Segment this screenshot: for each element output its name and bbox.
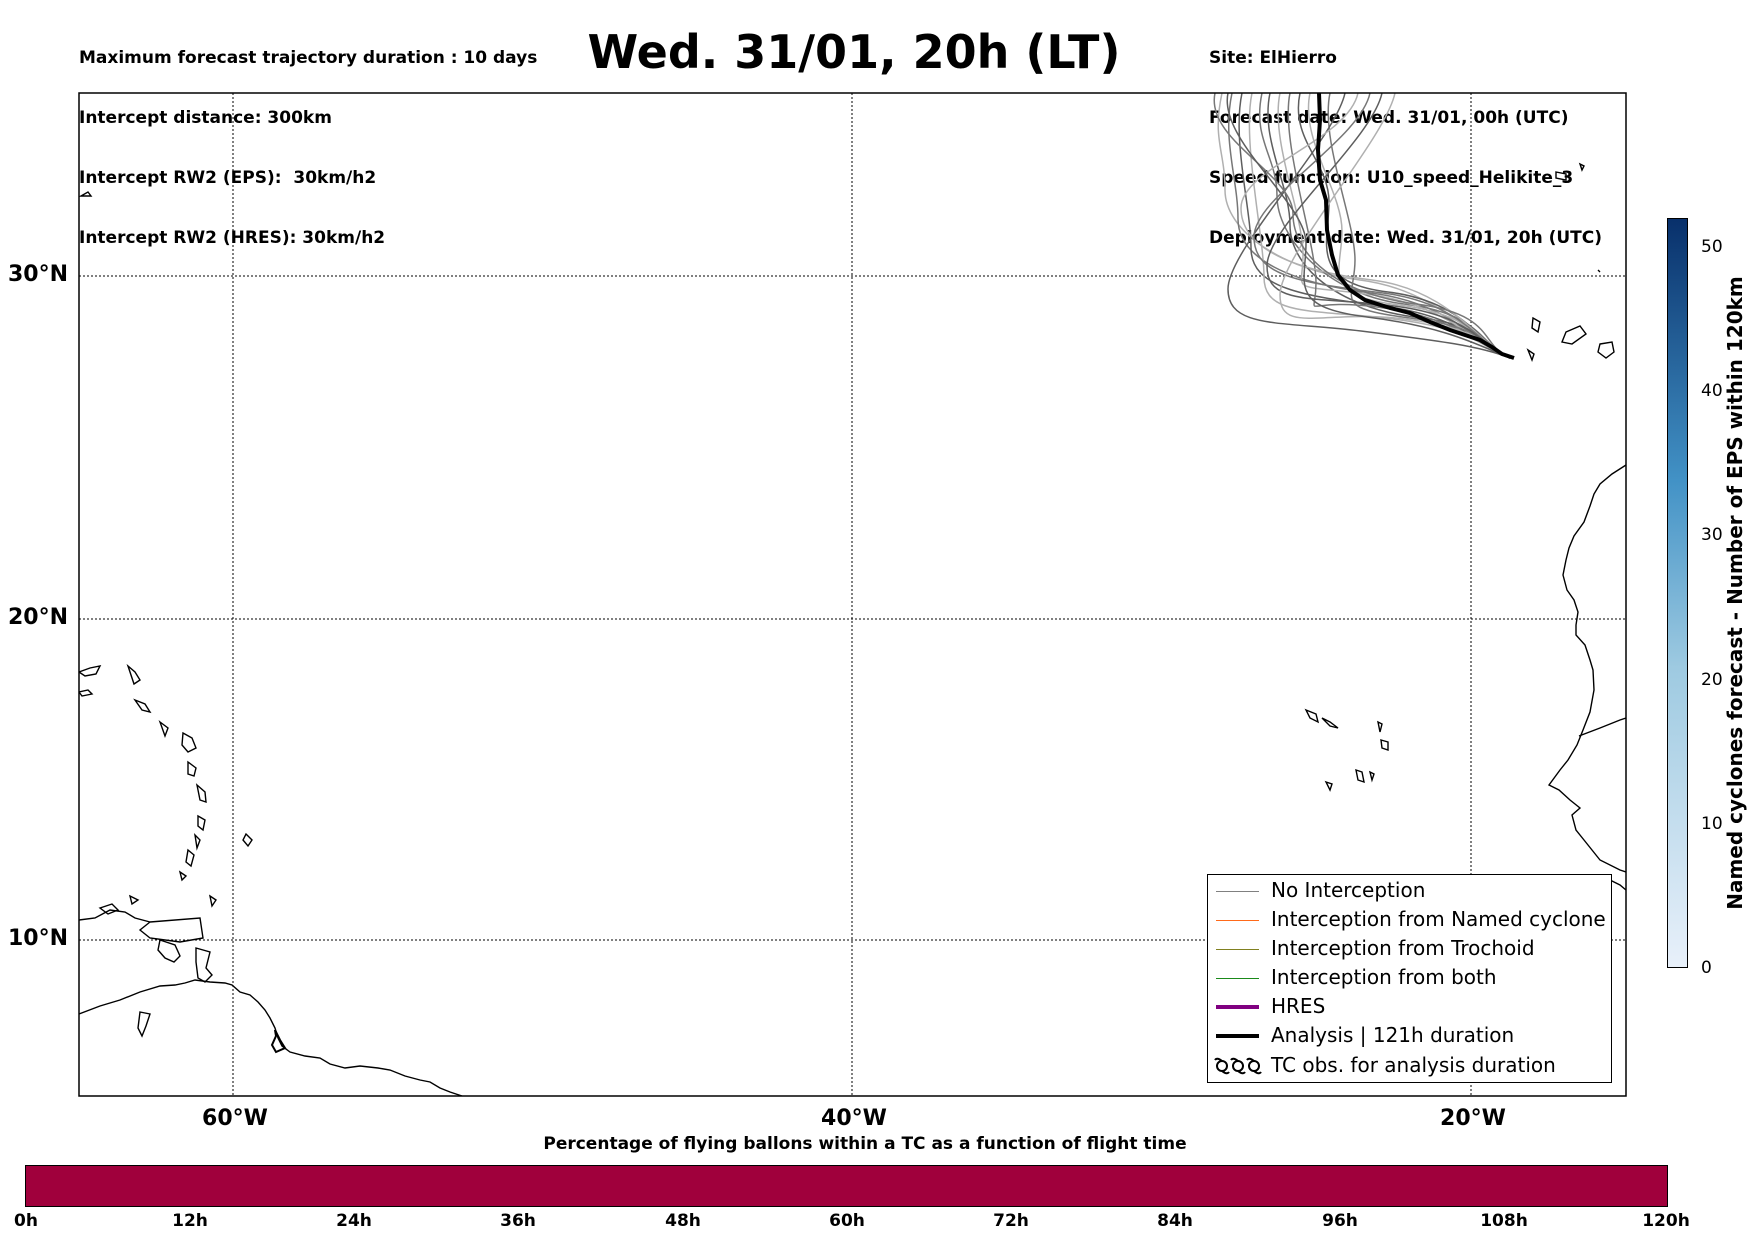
eps-trajectory-line <box>1279 93 1511 359</box>
coastlines <box>79 162 1626 1096</box>
eps-trajectory-line <box>1266 93 1511 359</box>
colorbar-title: Named cyclones forecast - Number of EPS … <box>1723 276 1747 910</box>
param-intercept-eps: Intercept RW2 (EPS): 30km/h2 <box>79 168 377 188</box>
legend-swatch-named-cyclone <box>1216 920 1259 921</box>
flight-time-tick-72h: 72h <box>993 1211 1029 1231</box>
flight-time-tick-60h: 60h <box>829 1211 865 1231</box>
legend-label-trochoid: Interception from Trochoid <box>1271 936 1535 960</box>
legend-swatch-analysis <box>1216 1034 1259 1038</box>
flight-time-tick-24h: 24h <box>336 1211 372 1231</box>
eps-trajectory-line <box>1213 93 1511 359</box>
legend-label-no-interception: No Interception <box>1271 878 1426 902</box>
cyclone-count-colorbar <box>1667 218 1688 968</box>
param-max-duration: Maximum forecast trajectory duration : 1… <box>79 48 538 68</box>
page-title: Wed. 31/01, 20h (LT) <box>587 25 1121 79</box>
eps-trajectory-line <box>1253 93 1511 359</box>
eps-trajectories <box>1213 93 1511 359</box>
legend-label-both: Interception from both <box>1271 965 1497 989</box>
colorbar-tick-50: 50 <box>1701 237 1723 257</box>
colorbar-tick-0: 0 <box>1701 958 1712 978</box>
legend-swatch-both <box>1216 978 1259 979</box>
legend-swatch-hres <box>1216 1005 1259 1009</box>
lat-label-30n: 30°N <box>8 262 69 287</box>
flight-time-tick-48h: 48h <box>665 1211 701 1231</box>
flight-time-bar-title: Percentage of flying ballons within a TC… <box>543 1134 1187 1154</box>
param-intercept-distance: Intercept distance: 300km <box>79 108 332 128</box>
legend-swatch-no-interception <box>1216 891 1259 892</box>
flight-time-tick-84h: 84h <box>1157 1211 1193 1231</box>
eps-trajectory-line <box>1240 93 1511 359</box>
flight-time-tick-0h: 0h <box>14 1211 38 1231</box>
legend-label-analysis: Analysis | 121h duration <box>1271 1023 1515 1047</box>
lon-label-60w: 60°W <box>202 1106 268 1131</box>
eps-trajectory-line <box>1238 93 1511 359</box>
analysis-trajectory <box>1315 93 1515 360</box>
eps-trajectory-line <box>1227 93 1511 359</box>
colorbar-tick-30: 30 <box>1701 525 1723 545</box>
flight-time-bar <box>25 1165 1668 1207</box>
lon-label-40w: 40°W <box>821 1106 887 1131</box>
lon-label-20w: 20°W <box>1440 1106 1506 1131</box>
colorbar-tick-20: 20 <box>1701 670 1723 690</box>
flight-time-tick-120h: 120h <box>1642 1211 1690 1231</box>
param-intercept-hres: Intercept RW2 (HRES): 30km/h2 <box>79 228 386 248</box>
flight-time-tick-12h: 12h <box>172 1211 208 1231</box>
colorbar-tick-40: 40 <box>1701 381 1723 401</box>
legend-label-named-cyclone: Interception from Named cyclone <box>1271 907 1606 931</box>
flight-time-tick-96h: 96h <box>1322 1211 1358 1231</box>
colorbar-tick-10: 10 <box>1701 814 1723 834</box>
legend-label-hres: HRES <box>1271 994 1326 1018</box>
forecast-parameters: Maximum forecast trajectory duration : 1… <box>79 8 537 268</box>
deployment-date: Deployment date: Wed. 31/01, 20h (UTC) <box>1209 228 1603 248</box>
flight-time-tick-36h: 36h <box>500 1211 536 1231</box>
eps-trajectory-line <box>1277 93 1511 359</box>
lat-label-10n: 10°N <box>8 926 69 951</box>
legend-label-tc-obs: TC obs. for analysis duration <box>1271 1053 1556 1077</box>
map-frame <box>78 92 1627 1097</box>
flight-time-tick-108h: 108h <box>1480 1211 1528 1231</box>
map-legend: No Interception Interception from Named … <box>1207 874 1612 1083</box>
tc-symbol-icon <box>1214 1057 1262 1075</box>
eps-trajectory-line <box>1226 93 1511 359</box>
lat-label-20n: 20°N <box>8 605 69 630</box>
site-name: Site: ElHierro <box>1209 48 1337 68</box>
legend-swatch-trochoid <box>1216 949 1259 950</box>
